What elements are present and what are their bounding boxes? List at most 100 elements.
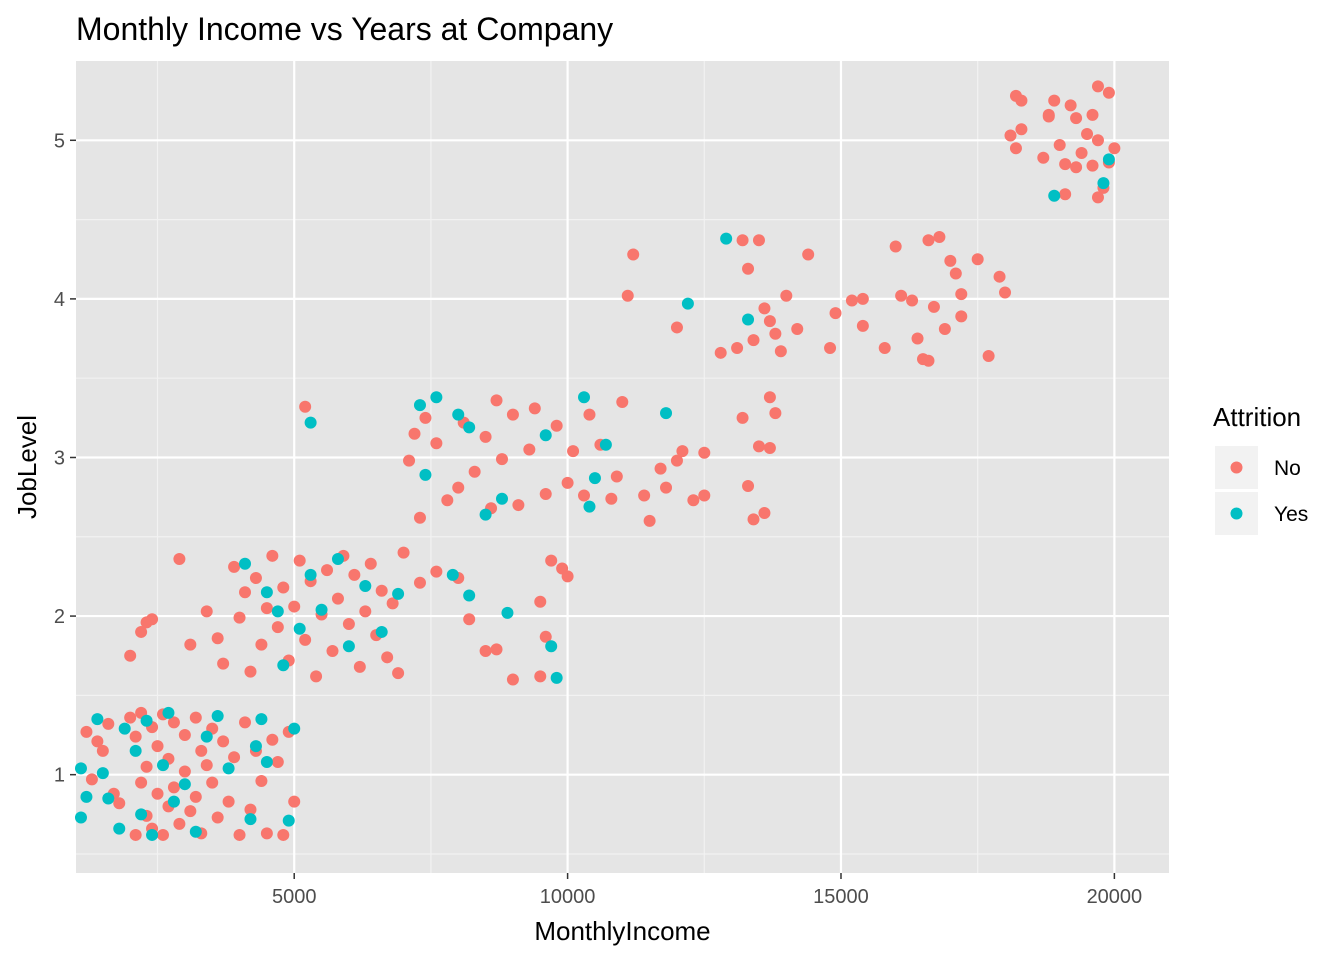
data-point-no (506, 408, 519, 421)
data-point-no (971, 253, 984, 266)
data-point-no (627, 248, 640, 261)
data-point-no (906, 294, 919, 307)
legend: Attrition No Yes (1213, 402, 1308, 535)
data-point-no (277, 581, 290, 594)
data-point-yes (80, 790, 93, 803)
data-point-no (156, 828, 169, 841)
data-point-no (561, 476, 574, 489)
data-point-no (534, 670, 547, 683)
data-point-no (654, 462, 667, 475)
data-point-no (342, 618, 355, 631)
data-point-no (856, 292, 869, 305)
data-point-no (938, 323, 951, 336)
data-point-no (189, 711, 202, 724)
data-point-no (758, 302, 771, 315)
data-point-no (124, 649, 137, 662)
y-tick-label: 3 (54, 447, 65, 469)
chart-title: Monthly Income vs Years at Company (76, 11, 613, 47)
data-point-yes (293, 622, 306, 635)
data-point-yes (479, 508, 492, 521)
data-point-yes (162, 706, 175, 719)
data-point-no (687, 494, 700, 507)
data-point-no (233, 611, 246, 624)
data-point-no (255, 638, 268, 651)
data-point-no (206, 776, 219, 789)
data-point-no (178, 729, 191, 742)
data-point-no (911, 332, 924, 345)
data-point-no (731, 342, 744, 355)
data-point-no (780, 289, 793, 302)
data-point-yes (578, 391, 591, 404)
data-point-no (151, 740, 164, 753)
data-point-yes (720, 232, 733, 245)
data-point-no (512, 499, 525, 512)
data-point-no (184, 638, 197, 651)
data-point-no (244, 803, 257, 816)
data-point-no (742, 480, 755, 493)
data-point-no (1064, 99, 1077, 112)
data-point-no (146, 613, 159, 626)
data-point-no (102, 717, 115, 730)
data-point-no (1086, 108, 1099, 121)
data-point-no (151, 787, 164, 800)
data-point-no (534, 595, 547, 608)
data-point-yes (178, 778, 191, 791)
data-point-yes (331, 552, 344, 565)
data-point-no (1091, 134, 1104, 147)
data-point-yes (315, 603, 328, 616)
data-point-no (889, 240, 902, 253)
data-point-no (1015, 123, 1028, 136)
data-point-no (80, 725, 93, 738)
data-point-yes (249, 740, 262, 753)
data-point-no (178, 765, 191, 778)
data-point-no (326, 644, 339, 657)
data-point-no (769, 407, 782, 420)
data-point-no (217, 735, 230, 748)
major-gridlines (76, 61, 1169, 873)
data-point-no (1091, 80, 1104, 93)
y-tick-label: 5 (54, 130, 65, 152)
data-point-no (567, 445, 580, 458)
data-point-no (752, 440, 765, 453)
data-point-yes (91, 713, 104, 726)
y-axis-title: JobLevel (12, 415, 42, 519)
data-point-no (1075, 146, 1088, 159)
data-point-no (1009, 142, 1022, 155)
x-axis-ticks: 5000 10000 15000 20000 (272, 873, 1142, 908)
data-point-no (490, 394, 503, 407)
data-point-yes (375, 625, 388, 638)
data-point-yes (129, 744, 142, 757)
data-point-yes (446, 568, 459, 581)
data-point-no (747, 513, 760, 526)
data-point-no (91, 735, 104, 748)
data-point-no (293, 554, 306, 567)
data-point-no (413, 511, 426, 524)
data-point-no (714, 346, 727, 359)
x-tick-label: 10000 (540, 886, 596, 908)
data-point-no (430, 437, 443, 450)
data-point-no (523, 443, 536, 456)
data-point-no (233, 828, 246, 841)
legend-entries: No Yes (1215, 446, 1308, 535)
data-point-yes (244, 813, 257, 826)
data-point-no (605, 492, 618, 505)
data-point-no (895, 289, 908, 302)
data-point-no (222, 795, 235, 808)
y-axis-ticks: 1 2 3 4 5 (54, 130, 76, 787)
data-point-no (583, 408, 596, 421)
data-point-yes (222, 762, 235, 775)
data-point-no (670, 454, 683, 467)
data-point-no (321, 564, 334, 577)
data-point-no (698, 489, 711, 502)
data-point-no (211, 632, 224, 645)
data-point-no (479, 644, 492, 657)
data-point-no (539, 487, 552, 500)
data-point-no (638, 489, 651, 502)
data-point-no (1070, 161, 1083, 174)
data-point-no (140, 760, 153, 773)
data-point-yes (463, 421, 476, 434)
data-points (74, 80, 1121, 841)
data-point-yes (392, 587, 405, 600)
data-point-no (195, 744, 208, 757)
data-point-no (129, 730, 142, 743)
